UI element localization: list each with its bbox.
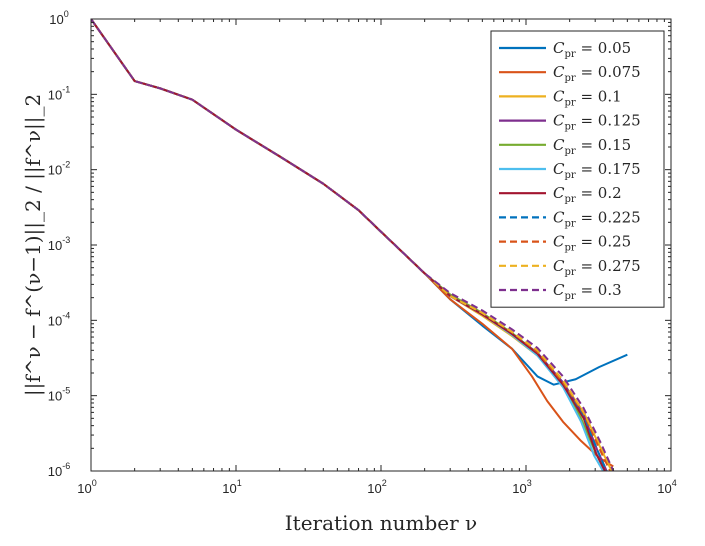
y-tick-label: 100 xyxy=(49,9,68,27)
x-tick-label: 104 xyxy=(657,478,676,496)
legend-label-11: Cpr = 0.3 xyxy=(553,281,622,302)
x-tick-labels: 100 101 102 103 104 xyxy=(77,478,676,496)
legend-label-4: Cpr = 0.125 xyxy=(553,112,641,133)
y-tick-label: 10-1 xyxy=(48,84,70,102)
legend-label-3: Cpr = 0.1 xyxy=(553,87,622,108)
legend-label-6: Cpr = 0.175 xyxy=(553,160,641,181)
legend-label-5: Cpr = 0.15 xyxy=(553,136,631,157)
y-tick-label: 10-6 xyxy=(48,461,70,479)
x-tick-label: 103 xyxy=(512,478,531,496)
x-tick-label: 100 xyxy=(77,478,96,496)
x-tick-label: 102 xyxy=(367,478,386,496)
y-tick-labels: 10-6 10-5 10-4 10-3 10-2 10-1 100 xyxy=(48,9,70,479)
axes-layer xyxy=(90,18,672,472)
legend-label-8: Cpr = 0.225 xyxy=(553,208,641,229)
series-line-11 xyxy=(91,19,615,471)
x-axis-title: Iteration number ν xyxy=(285,511,477,535)
y-tick-label: 10-5 xyxy=(48,386,70,404)
y-axis-title: ||f^ν − f^(ν−1)||_2 / ||f^ν||_2 xyxy=(21,94,46,396)
y-tick-label: 10-4 xyxy=(48,310,70,328)
x-tick-label: 101 xyxy=(222,478,241,496)
series-layer xyxy=(91,19,628,471)
legend-label-10: Cpr = 0.275 xyxy=(553,257,641,278)
y-tick-label: 10-2 xyxy=(48,160,70,178)
legend-label-1: Cpr = 0.05 xyxy=(553,39,631,60)
legend-label-2: Cpr = 0.075 xyxy=(553,63,641,84)
legend: Cpr = 0.05 Cpr = 0.075 Cpr = 0.1 Cpr = 0.12… xyxy=(490,30,665,308)
legend-label-7: Cpr = 0.2 xyxy=(553,184,622,205)
y-tick-label: 10-3 xyxy=(48,235,70,253)
legend-label-9: Cpr = 0.25 xyxy=(553,233,631,254)
